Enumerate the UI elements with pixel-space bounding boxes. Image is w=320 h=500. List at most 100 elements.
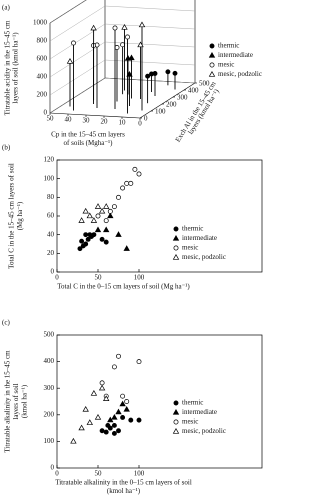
legend-label: intermediate xyxy=(182,234,217,242)
x-tick-label: 30 xyxy=(83,117,91,125)
legend-label: mesic xyxy=(182,418,198,426)
z-tick-label: 800 xyxy=(37,37,48,45)
panel-label: (c) xyxy=(2,319,10,327)
x-tick-label: 0 xyxy=(138,120,142,128)
point xyxy=(103,203,110,209)
legend-marker xyxy=(173,226,179,232)
grid-line xyxy=(104,59,196,66)
legend-marker xyxy=(208,70,216,77)
point xyxy=(116,194,121,200)
axis-label: Titratable acidity in the 15–45 cm xyxy=(4,20,12,115)
point xyxy=(124,399,130,404)
x-tick-label: 0 xyxy=(55,470,59,478)
y-tick-label: 300 xyxy=(44,384,55,392)
legend-marker xyxy=(172,253,180,260)
point xyxy=(86,212,93,219)
y-tick-label: 500 xyxy=(199,80,210,88)
point xyxy=(91,232,97,238)
point xyxy=(120,393,126,399)
legend-label: thermic xyxy=(218,42,239,50)
point xyxy=(86,419,93,425)
legend-label: mesic xyxy=(182,244,198,252)
point xyxy=(107,208,113,214)
legend-label: mesic xyxy=(218,61,234,69)
point xyxy=(70,437,77,444)
y-tick-label: 0 xyxy=(51,464,55,472)
point xyxy=(94,226,102,233)
point xyxy=(82,405,89,412)
point xyxy=(79,238,85,244)
axis-label: Titratable alkalinity in the 0–15 cm lay… xyxy=(55,479,192,487)
plot-frame xyxy=(56,159,263,273)
point xyxy=(120,415,126,420)
y-tick-label: 400 xyxy=(188,87,199,95)
point xyxy=(120,185,126,191)
point xyxy=(145,73,151,79)
grid-line xyxy=(49,5,106,42)
z-tick-label: 0 xyxy=(44,109,48,117)
y-tick-label: 120 xyxy=(44,156,55,164)
point xyxy=(94,413,102,420)
grid-line xyxy=(104,41,196,48)
point xyxy=(124,54,132,61)
point xyxy=(66,57,74,64)
z-tick-label: 400 xyxy=(37,73,48,81)
y-tick-label: 400 xyxy=(44,357,55,365)
point xyxy=(111,364,117,370)
x-tick-label: 50 xyxy=(47,115,55,123)
point xyxy=(107,416,114,423)
point xyxy=(115,408,122,415)
legend-label: thermic xyxy=(182,225,203,233)
point xyxy=(107,212,114,219)
point xyxy=(98,207,106,214)
y-tick-label: 60 xyxy=(47,212,55,220)
grid-line xyxy=(104,77,196,84)
legend-marker xyxy=(209,62,215,68)
y-tick-label: 0 xyxy=(51,268,55,276)
legend-label: thermic xyxy=(182,399,203,407)
point xyxy=(136,171,142,177)
axis-label: (kmol ha⁻¹) xyxy=(21,384,29,418)
axis-label: Cp in the 15–45 cm layers xyxy=(51,131,125,139)
legend-marker xyxy=(173,245,179,251)
point xyxy=(128,180,134,186)
point xyxy=(98,384,106,391)
point xyxy=(165,69,171,75)
point xyxy=(111,422,117,428)
point xyxy=(103,429,109,435)
axis-label: layers of soil xyxy=(12,383,20,419)
point xyxy=(71,40,76,46)
y-tick-label: 300 xyxy=(177,94,188,102)
point xyxy=(83,241,89,247)
y-tick-label: 100 xyxy=(155,108,166,116)
legend-label: intermediate xyxy=(182,408,217,416)
point xyxy=(149,71,154,77)
x-tick-label: 20 xyxy=(101,118,109,126)
legend-label: mesic, podzolic xyxy=(218,70,262,78)
point xyxy=(105,422,111,428)
x-tick-label: 100 xyxy=(134,470,145,478)
point xyxy=(123,245,130,251)
panel-label: (b) xyxy=(2,144,11,152)
y-tick-label: 500 xyxy=(44,331,55,339)
z-tick-label: 600 xyxy=(37,55,48,63)
grid-line xyxy=(104,5,196,12)
point xyxy=(103,226,110,233)
point xyxy=(116,428,121,434)
point xyxy=(125,34,130,40)
z-tick-label: 1000 xyxy=(33,19,48,27)
axis-label: layers of soil (kmol ha⁻¹) xyxy=(12,32,20,104)
legend-marker xyxy=(172,234,180,241)
point xyxy=(99,428,105,434)
point xyxy=(115,231,122,237)
point xyxy=(90,217,98,223)
point xyxy=(126,70,133,77)
point xyxy=(103,218,109,224)
point xyxy=(128,54,135,61)
point xyxy=(94,203,102,209)
y-tick-label: 80 xyxy=(47,193,55,201)
x-tick-label: 100 xyxy=(134,274,145,282)
legend-label: mesic, podzolic xyxy=(182,253,226,261)
point xyxy=(111,204,117,210)
point xyxy=(78,217,85,223)
